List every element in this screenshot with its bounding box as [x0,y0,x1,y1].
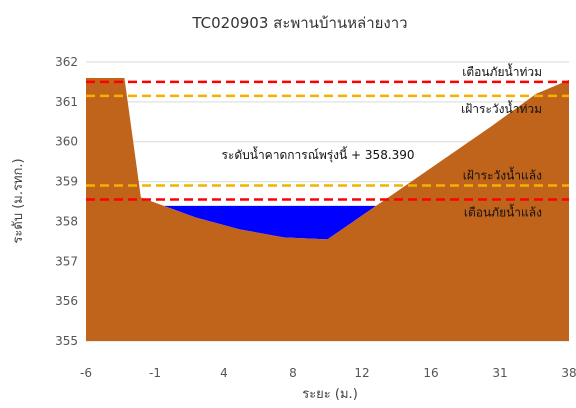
x-tick-label-1: -1 [149,366,161,380]
y-tick-label-6: 361 [55,95,78,109]
x-tick-label-3: 8 [289,366,297,380]
ground-area [86,77,569,341]
threshold-label-drought_watch: เฝ้าระวังน้ำแล้ง [463,167,542,183]
y-axis-label: ระดับ (ม.รทก.) [11,158,26,243]
threshold-label-flood_danger: เตือนภัยน้ำท่วม [462,63,542,79]
y-tick-label-1: 356 [55,294,78,308]
x-axis-label: ระยะ (ม.) [302,387,358,402]
y-tick-label-3: 358 [55,214,78,228]
forecast-annotation: ระดับน้ำคาดการณ์พรุ่งนี้ + 358.390 [221,146,414,163]
y-tick-label-5: 360 [55,135,78,149]
x-tick-label-5: 16 [423,366,438,380]
y-tick-label-4: 359 [55,175,78,189]
x-tick-label-4: 12 [354,366,369,380]
y-axis-ticks: 355 356 357 358 359 360 361 362 [55,55,78,348]
water-area [163,205,377,240]
threshold-label-drought_danger: เตือนภัยน้ำแล้ง [464,204,542,220]
chart-title: TC020903 สะพานบ้านหล่ายงาว [191,14,407,32]
y-tick-label-0: 355 [55,334,78,348]
threshold-lines [86,80,569,201]
data-areas [86,77,569,341]
x-tick-label-2: 4 [220,366,228,380]
threshold-label-flood_watch: เฝ้าระวังน้ำท่วม [461,100,542,116]
x-tick-label-0: -6 [80,366,92,380]
x-tick-label-6: 31 [492,366,507,380]
y-tick-label-7: 362 [55,55,78,69]
x-axis-ticks: -6 -1 4 8 12 16 31 38 [80,366,576,380]
y-tick-label-2: 357 [55,254,78,268]
threshold-labels: เตือนภัยน้ำท่วมเฝ้าระวังน้ำท่วมเฝ้าระวัง… [461,63,542,220]
x-tick-label-7: 38 [561,366,576,380]
